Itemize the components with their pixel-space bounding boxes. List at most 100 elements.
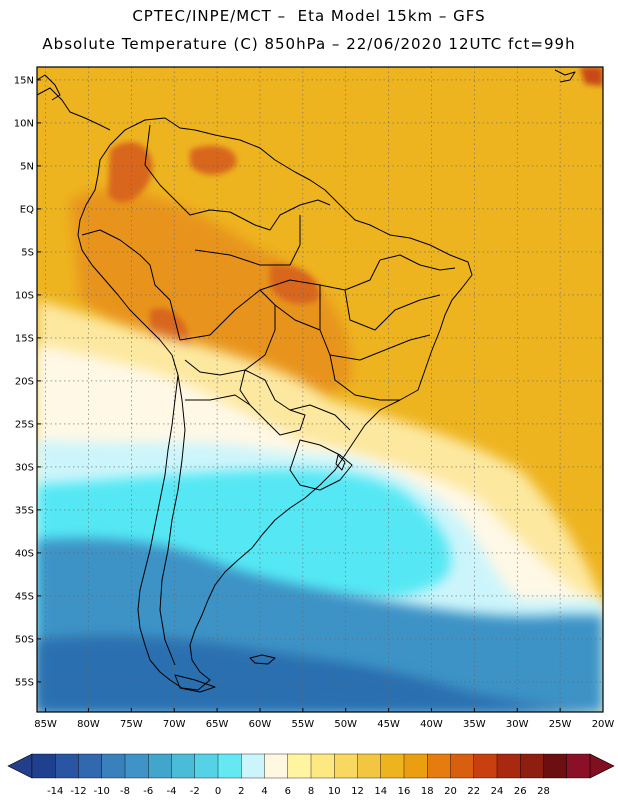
- warm-region: [70, 189, 352, 399]
- colorbar-label: 14: [374, 786, 387, 797]
- caribbean-coast: [37, 87, 111, 131]
- lat-label: 25S: [15, 419, 34, 430]
- lon-label: 40W: [420, 719, 443, 730]
- lat-label: 15S: [15, 333, 34, 344]
- colorbar-swatch: [357, 753, 382, 779]
- lat-label: 20S: [15, 376, 34, 387]
- warm-region-northeast: [580, 67, 603, 86]
- border-argentina-north: [185, 394, 251, 406]
- lon-label: 60W: [249, 719, 272, 730]
- lon-label: 70W: [163, 719, 186, 730]
- colorbar-label: 4: [261, 786, 267, 797]
- colorbar-label: 8: [308, 786, 314, 797]
- colorbar-label: -8: [120, 786, 130, 797]
- color-scale-bar: -14 -12 -10 -8 -6 -4 -2 0 2 4 6 8 10 12 14 16 18 20 22 24 26…: [7, 753, 615, 797]
- colorbar-label: -14: [47, 786, 63, 797]
- border-brazil-north: [229, 199, 331, 231]
- lon-label: 50W: [334, 719, 357, 730]
- colorbar-swatch: [194, 753, 219, 779]
- colorbar-swatch: [450, 753, 475, 779]
- border-brazil-states-8: [194, 215, 301, 266]
- chart-title-line1: CPTEC/INPE/MCT – Eta Model 15km – GFS: [132, 7, 486, 25]
- border-brazil-states-7: [379, 254, 456, 271]
- lat-label: 10N: [14, 118, 34, 129]
- border-ecuador-peru: [81, 229, 151, 266]
- colorbar-label: 6: [285, 786, 291, 797]
- lat-label: 45S: [15, 591, 34, 602]
- colorbar-label: -12: [70, 786, 86, 797]
- border-brazil-states-6: [289, 404, 351, 431]
- lat-label: 15N: [14, 75, 34, 86]
- colorbar-swatch: [241, 753, 265, 779]
- temperature-field: [37, 67, 603, 712]
- lon-label: 80W: [77, 719, 100, 730]
- lon-label: 65W: [206, 719, 229, 730]
- longitude-labels: 85W 80W 75W 70W 65W 60W 55W 50W 45W 40W 35W 30W 25W 2…: [34, 708, 614, 730]
- warm-region-central: [270, 264, 320, 305]
- colorbar-label: -6: [143, 786, 153, 797]
- central-america: [37, 74, 61, 101]
- colorbar-label: 28: [537, 786, 550, 797]
- lon-label: 45W: [377, 719, 400, 730]
- lake-patos: [335, 454, 346, 471]
- colorbar-swatch: [427, 753, 451, 779]
- south-america-coastline: [77, 117, 473, 691]
- lon-label: 35W: [463, 719, 486, 730]
- lesser-antilles: [554, 69, 576, 83]
- chart-title-line2: Absolute Temperature (C) 850hPa – 22/06/…: [42, 35, 576, 53]
- colorbar-label: -2: [190, 786, 200, 797]
- lon-label: 25W: [549, 719, 572, 730]
- colorbar-swatch: [543, 753, 568, 779]
- border-brazil-states-5: [329, 354, 400, 401]
- colorbar-swatch: [566, 753, 591, 779]
- colorbar-label: 10: [328, 786, 341, 797]
- lat-label: 5N: [20, 161, 34, 172]
- lon-label: 75W: [120, 719, 143, 730]
- border-argentina-chile: [159, 374, 186, 666]
- colorbar-swatch: [380, 753, 405, 779]
- lon-label: 20W: [592, 719, 615, 730]
- lon-label: 85W: [34, 719, 57, 730]
- lat-label: 30S: [15, 462, 34, 473]
- lon-label: 30W: [506, 719, 529, 730]
- colorbar-swatch: [264, 753, 289, 779]
- border-brazil-states-1: [259, 259, 381, 291]
- colorbar-label: 20: [444, 786, 457, 797]
- warm-region-venezuela: [190, 145, 237, 175]
- colorbar-swatch: [334, 753, 358, 779]
- colorbar-over-arrow: [589, 753, 615, 779]
- lat-label: 50S: [15, 634, 34, 645]
- lat-label: 10S: [15, 290, 34, 301]
- lat-label: 35S: [15, 505, 34, 516]
- border-peru-brazil: [149, 264, 181, 341]
- colorbar-label: 24: [491, 786, 504, 797]
- border-paraguay: [239, 369, 306, 436]
- colorbar-swatch: [473, 753, 498, 779]
- colorbar-swatch: [55, 753, 79, 779]
- map-frame: [36, 66, 604, 713]
- colorbar-swatch: [520, 753, 544, 779]
- colorbar-label: 12: [351, 786, 364, 797]
- border-brazil-states-3: [344, 289, 441, 331]
- warm-region-andes: [108, 141, 153, 203]
- country-boundaries: [37, 69, 576, 693]
- colorbar-swatch: [310, 753, 335, 779]
- colorbar-swatch: [78, 753, 103, 779]
- colorbar-label: 2: [238, 786, 244, 797]
- colorbar-swatch: [31, 753, 56, 779]
- colorbar-label: 16: [398, 786, 411, 797]
- colorbar-swatch: [101, 753, 126, 779]
- border-brazil-states-4: [274, 304, 321, 331]
- border-uruguay: [289, 439, 353, 491]
- lat-label: 40S: [15, 548, 34, 559]
- coldest-patch-south: [280, 668, 420, 702]
- colorbar-swatch: [217, 753, 242, 779]
- colorbar-label: 26: [514, 786, 527, 797]
- colorbar-label: -10: [94, 786, 110, 797]
- falkland-islands: [249, 654, 276, 665]
- latitude-labels: 15N 10N 5N EQ 5S 10S 15S 20S 25S 30S 35S 40S 45S 50S 5…: [14, 75, 41, 688]
- colorbar-under-arrow: [7, 753, 33, 779]
- colorbar-swatch: [496, 753, 521, 779]
- colorbar-swatch: [148, 753, 172, 779]
